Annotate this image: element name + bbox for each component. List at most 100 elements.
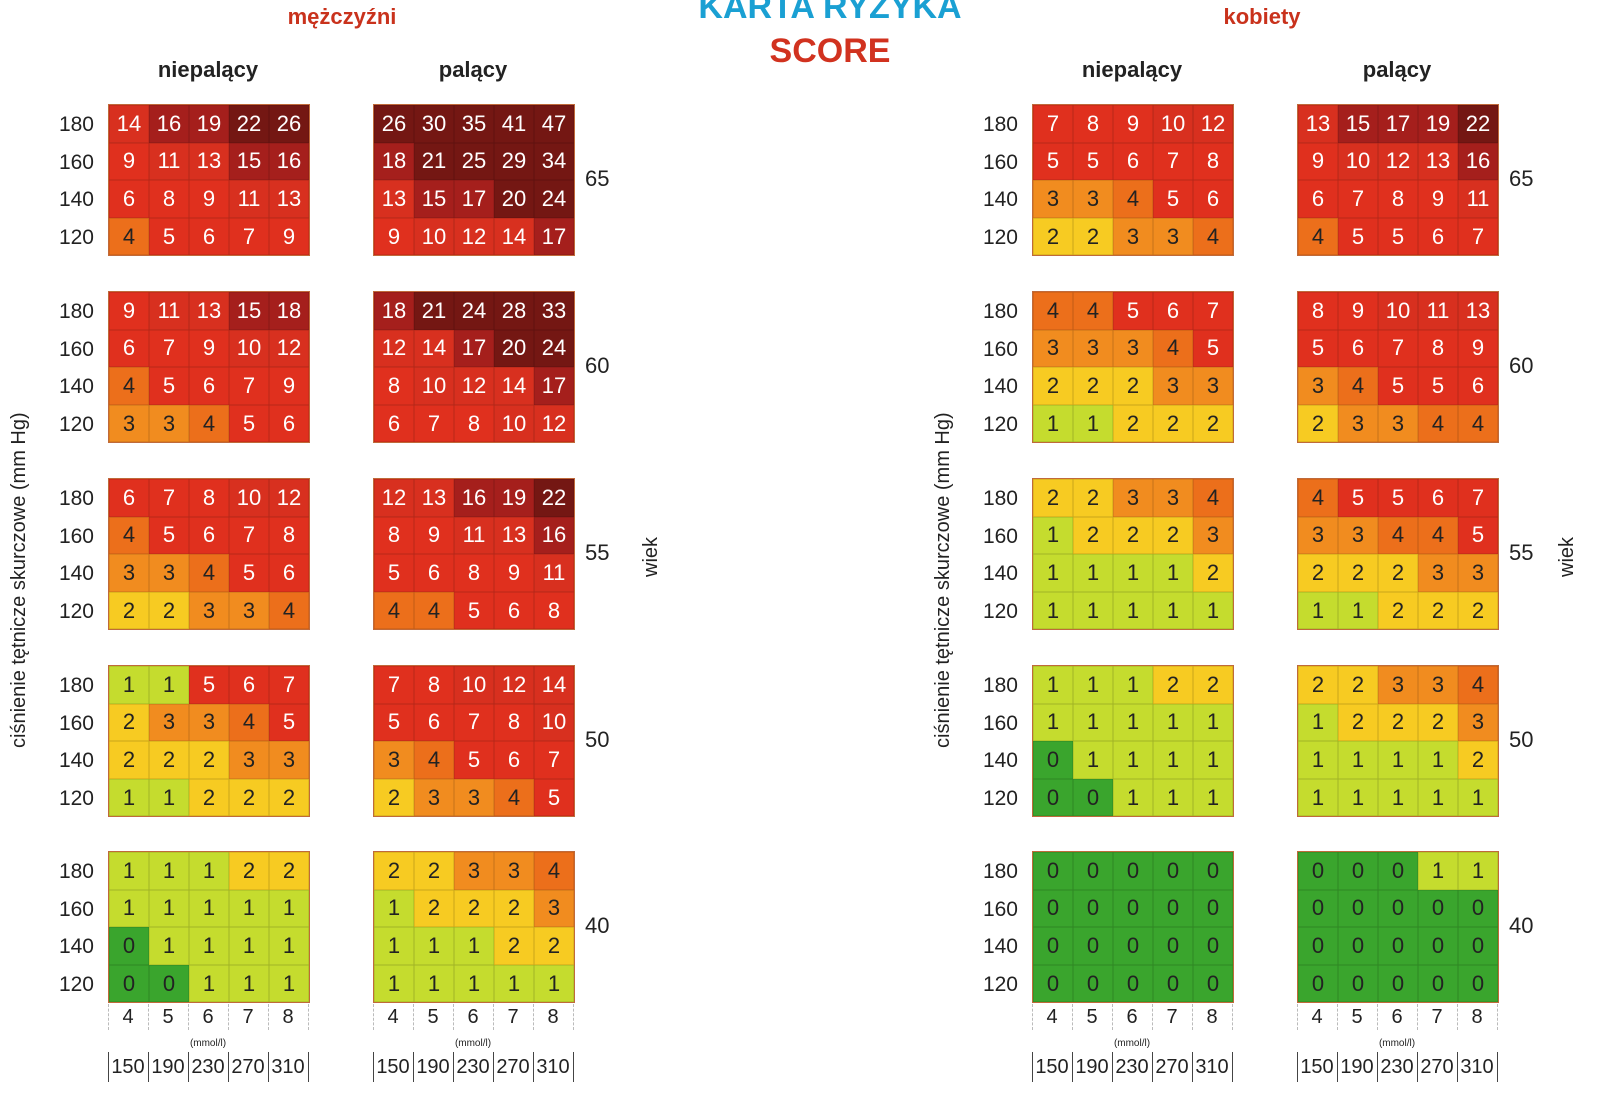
- cholesterol-mmol-label: 5: [1086, 1006, 1098, 1028]
- risk-cell: 3: [1418, 666, 1458, 704]
- risk-cell: 2: [229, 852, 269, 890]
- risk-cell: 10: [1153, 105, 1193, 143]
- risk-cell: 3: [109, 554, 149, 592]
- risk-cell: 8: [149, 180, 189, 218]
- risk-cell: 7: [149, 329, 189, 368]
- risk-cell: 2: [1073, 479, 1113, 517]
- risk-cell: 5: [1113, 292, 1153, 330]
- sbp-label: 120: [58, 412, 94, 436]
- risk-cell: 14: [494, 367, 534, 405]
- risk-cell: 0: [1378, 964, 1418, 1003]
- cholesterol-mmol-label: 5: [1351, 1006, 1363, 1028]
- sbp-label: 160: [58, 897, 94, 921]
- risk-cell: 13: [414, 479, 454, 517]
- risk-cell: 1: [269, 889, 309, 928]
- cholesterol-unit: (mmol/l): [1378, 1038, 1416, 1049]
- risk-cell: 7: [1458, 479, 1498, 517]
- risk-cell: 3: [1193, 367, 1233, 405]
- risk-cell: 11: [534, 554, 574, 592]
- risk-cell: 11: [454, 516, 494, 555]
- axis-tick: [1152, 1004, 1154, 1030]
- risk-cell: 6: [414, 703, 454, 742]
- risk-cell: 4: [1033, 292, 1073, 330]
- sbp-label: 180: [982, 674, 1018, 697]
- risk-cell: 3: [534, 889, 574, 928]
- mgdl-divider: [1032, 1052, 1033, 1082]
- sbp-label: 160: [982, 524, 1018, 548]
- risk-cell: 9: [1338, 292, 1378, 330]
- risk-cell: 6: [1298, 180, 1338, 218]
- risk-cell: 12: [1193, 105, 1233, 143]
- sbp-label: 180: [982, 300, 1018, 323]
- risk-cell: 11: [149, 142, 189, 181]
- mgdl-divider: [493, 1052, 494, 1082]
- risk-cell: 2: [229, 778, 269, 817]
- risk-cell: 17: [534, 367, 574, 405]
- sbp-label: 160: [58, 524, 94, 548]
- risk-cell: 4: [414, 741, 454, 779]
- risk-cell: 5: [269, 703, 309, 742]
- age-label: 65: [585, 166, 610, 191]
- risk-cell: 13: [189, 292, 229, 330]
- risk-cell: 1: [109, 666, 149, 704]
- risk-cell: 13: [1418, 142, 1458, 181]
- risk-cell: 7: [374, 666, 414, 704]
- risk-cell: 3: [1153, 367, 1193, 405]
- risk-cell: 12: [374, 329, 414, 368]
- risk-cell: 1: [1073, 703, 1113, 742]
- mgdl-divider: [373, 1052, 374, 1082]
- risk-cell: 1: [1378, 778, 1418, 817]
- risk-cell: 1: [1113, 741, 1153, 779]
- risk-cell: 1: [374, 889, 414, 928]
- sbp-label: 140: [982, 935, 1018, 959]
- risk-cell: 12: [454, 367, 494, 405]
- risk-cell: 1: [1153, 741, 1193, 779]
- sbp-label: 160: [982, 150, 1018, 174]
- risk-grid: 26 30 35 41 47 18 21 25 29 34 13 15 17 20 24 9 10 12 14 17: [373, 104, 575, 257]
- risk-cell: 16: [269, 142, 309, 181]
- risk-cell: 8: [1193, 142, 1233, 181]
- risk-cell: 10: [229, 479, 269, 517]
- cholesterol-mmol-label: 6: [467, 1006, 479, 1028]
- risk-cell: 6: [1458, 367, 1498, 405]
- risk-cell: 8: [1418, 329, 1458, 368]
- risk-cell: 2: [1298, 404, 1338, 443]
- age-label: 55: [585, 540, 610, 565]
- risk-cell: 13: [494, 516, 534, 555]
- age-label: 65: [1509, 166, 1534, 191]
- risk-cell: 13: [189, 142, 229, 181]
- risk-cell: 12: [269, 329, 309, 368]
- risk-cell: 3: [109, 404, 149, 443]
- axis-tick: [413, 1004, 415, 1030]
- risk-cell: 13: [269, 180, 309, 218]
- risk-cell: 13: [1458, 292, 1498, 330]
- risk-cell: 17: [534, 217, 574, 256]
- sbp-label: 120: [982, 599, 1018, 623]
- risk-cell: 1: [149, 927, 189, 965]
- risk-cell: 1: [414, 927, 454, 965]
- risk-cell: 7: [1033, 105, 1073, 143]
- risk-cell: 15: [1338, 105, 1378, 143]
- risk-cell: 24: [454, 292, 494, 330]
- risk-cell: 0: [1193, 889, 1233, 928]
- risk-cell: 2: [109, 703, 149, 742]
- risk-cell: 7: [1193, 292, 1233, 330]
- cholesterol-mgdl-label: 230: [191, 1056, 225, 1078]
- risk-cell: 5: [1033, 142, 1073, 181]
- risk-cell: 2: [1298, 666, 1338, 704]
- risk-cell: 1: [1033, 516, 1073, 555]
- mgdl-divider: [188, 1052, 189, 1082]
- risk-cell: 0: [1193, 964, 1233, 1003]
- risk-grid: 13 15 17 19 22 9 10 12 13 16 6 7 8 9 11 4 5 5 6 7: [1297, 104, 1499, 257]
- risk-cell: 9: [1113, 105, 1153, 143]
- risk-cell: 3: [454, 778, 494, 817]
- risk-cell: 0: [1073, 852, 1113, 890]
- risk-cell: 1: [1458, 852, 1498, 890]
- risk-cell: 1: [189, 889, 229, 928]
- risk-cell: 0: [1113, 889, 1153, 928]
- risk-cell: 20: [494, 180, 534, 218]
- risk-cell: 0: [1298, 889, 1338, 928]
- age-label: 60: [1509, 353, 1534, 378]
- risk-grid: 7 8 9 10 12 5 5 6 7 8 3 3 4 5 6 2 2 3 3 4: [1032, 104, 1234, 257]
- cholesterol-mgdl-label: 150: [376, 1056, 410, 1078]
